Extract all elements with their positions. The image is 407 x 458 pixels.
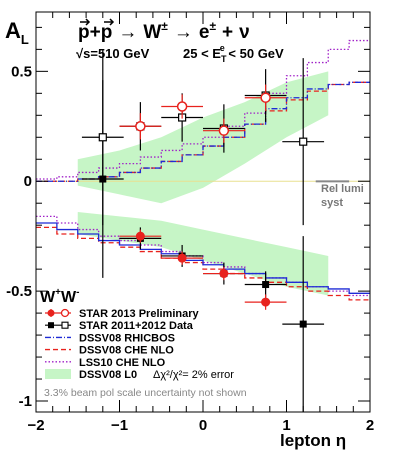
rel-lumi-syst-bar — [315, 180, 350, 183]
y-axis-label: AL — [5, 18, 29, 47]
legend-entry: STAR 2013 Preliminary — [45, 308, 200, 320]
star2011-wplus-point — [282, 236, 325, 412]
star2013-wminus-marker — [176, 101, 188, 112]
star2013-wminus-marker — [260, 92, 271, 103]
star2013-wminus-point — [203, 118, 245, 143]
legend-band-swatch — [45, 369, 71, 379]
legend-entry: STAR 2011+2012 Data — [45, 320, 194, 332]
x-tick-label: 0 — [199, 417, 207, 434]
star2013-wplus-marker — [177, 253, 187, 263]
y-tick-label: -1 — [19, 393, 32, 410]
legend-label: LSS10 CHE NLO — [79, 357, 166, 369]
footnote: 3.3% beam pol scale uncertainty not show… — [44, 387, 247, 399]
legend-marker-filled — [47, 309, 55, 317]
y-tick-label: -0.5 — [6, 283, 32, 300]
boson-label: W+W- — [40, 287, 79, 306]
y-tick-label: 0.5 — [11, 63, 32, 80]
legend-label: DSSV08 CHE NLO — [79, 345, 174, 357]
star2011-wminus-point — [282, 58, 325, 226]
star2013-wminus-marker — [135, 121, 146, 132]
legend-entry: LSS10 CHE NLO — [45, 357, 166, 369]
vector-arrow-p1-head — [85, 18, 91, 26]
legend-label: STAR 2013 Preliminary — [79, 308, 200, 320]
legend-extra-label: Δχ²/χ²= 2% error — [153, 369, 234, 381]
et-cut-label: 25 < ETe < 50 GeV — [183, 43, 284, 64]
star2013-wplus-point — [244, 294, 287, 310]
x-tick-label: 2 — [366, 417, 374, 434]
data-points-layer — [81, 49, 325, 412]
error-band-wplus — [77, 212, 329, 296]
star2013-wplus-point — [203, 266, 245, 281]
star2011-wminus-point — [81, 49, 124, 226]
lss10-wminus-curve — [36, 39, 370, 180]
star2011-wminus-marker — [98, 133, 107, 142]
legend-marker-filled — [48, 322, 54, 329]
vector-arrow-p2-head — [109, 18, 115, 26]
x-tick-label: −2 — [27, 417, 44, 434]
energy-label: √s=510 GeV — [76, 46, 150, 61]
axes-layer: -1 -0.5 0 0.5 −2 −1 0 1 2 — [6, 11, 374, 434]
star2013-wplus-point — [119, 229, 162, 243]
dssv08-rhicbos-wminus-curve — [36, 81, 370, 182]
reaction-label: p+p → W± → e± + ν — [78, 19, 250, 43]
star2013-wminus-point — [119, 113, 162, 140]
legend-entry: DSSV08 RHICBOS — [45, 332, 175, 344]
star2011-wplus-marker — [262, 281, 270, 289]
legend-label: DSSV08 L0 — [79, 369, 137, 381]
x-tick-label: −1 — [111, 417, 128, 434]
star2011-wplus-marker — [299, 320, 307, 328]
star2013-wplus-marker — [219, 269, 229, 279]
star2011-wminus-marker — [299, 137, 308, 146]
legend-label: DSSV08 RHICBOS — [79, 332, 175, 344]
legend-entry: DSSV08 L0 Δχ²/χ²= 2% error — [45, 369, 234, 381]
legend-label: STAR 2011+2012 Data — [79, 320, 194, 332]
y-tick-label: 0 — [24, 173, 32, 190]
star2013-wplus-point — [161, 251, 203, 265]
rel-lumi-syst-label: syst — [321, 197, 343, 209]
x-axis-label: lepton η — [280, 431, 346, 450]
x-tick-label: 1 — [282, 417, 290, 434]
star2013-wminus-point — [244, 84, 287, 111]
star2013-wminus-point — [161, 94, 203, 119]
star2011-wplus-point — [244, 271, 287, 298]
theory-curves-layer — [36, 39, 370, 301]
legend-marker-open — [61, 321, 69, 329]
star2013-wplus-marker — [135, 231, 145, 241]
dssv08-rhicbos-wplus-curve — [36, 222, 370, 294]
star2013-wplus-marker — [261, 297, 271, 307]
rel-lumi-label: Rel lumi — [321, 183, 364, 195]
legend-entry: DSSV08 CHE NLO — [45, 345, 174, 357]
star2013-wminus-marker — [218, 125, 230, 136]
legend-marker-open — [60, 308, 70, 318]
